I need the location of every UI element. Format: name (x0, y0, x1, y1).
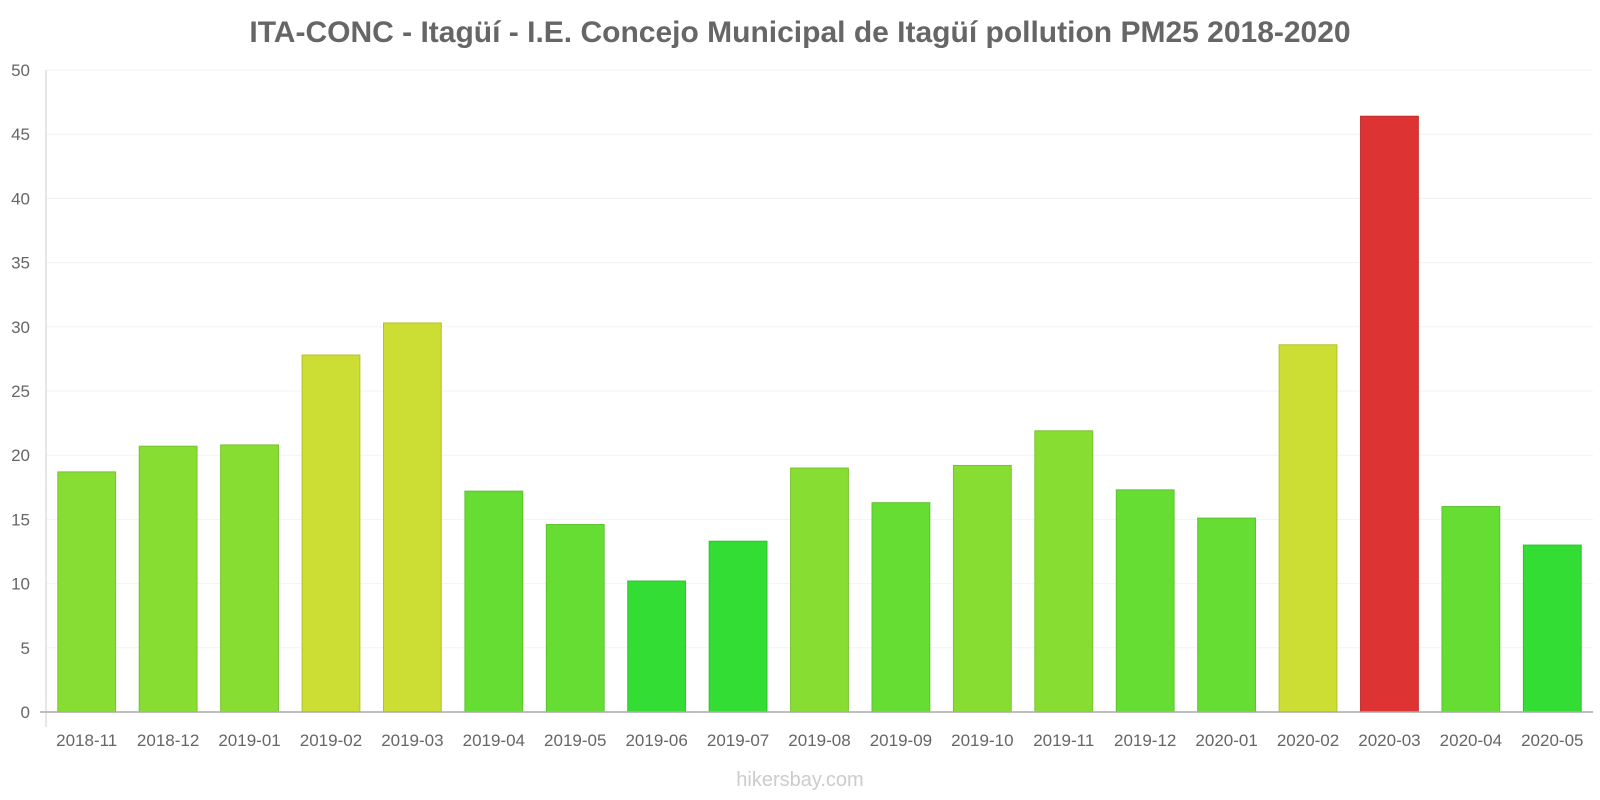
bar (952, 464, 1012, 713)
x-tick-label: 2019-09 (870, 731, 932, 750)
x-tick-label: 2020-01 (1195, 731, 1257, 750)
bar (708, 540, 768, 713)
x-tick-label: 2019-11 (1033, 731, 1094, 750)
bar (627, 580, 687, 713)
x-tick-label: 2020-02 (1277, 731, 1339, 750)
bar (1522, 544, 1582, 713)
x-tick-label: 2018-11 (56, 731, 117, 750)
bar (301, 354, 361, 713)
bar (871, 502, 931, 713)
y-tick-label: 35 (11, 254, 30, 273)
x-tick-label: 2019-02 (300, 731, 362, 750)
bar (790, 467, 849, 713)
bar (1115, 489, 1175, 713)
bar (382, 322, 442, 713)
bar (1360, 115, 1419, 713)
x-tick-label: 2019-01 (218, 731, 280, 750)
bar (1278, 344, 1338, 713)
x-tick-label: 2019-03 (381, 731, 443, 750)
bar (1034, 430, 1094, 713)
bar (1441, 506, 1501, 713)
y-tick-label: 45 (11, 125, 30, 144)
x-tick-label: 2020-03 (1358, 731, 1420, 750)
bar (220, 444, 279, 713)
chart-title: ITA-CONC - Itagüí - I.E. Concejo Municip… (249, 16, 1351, 49)
bar (1197, 517, 1257, 713)
y-tick-label: 50 (11, 61, 30, 80)
y-tick-label: 10 (11, 575, 30, 594)
y-tick-label: 5 (21, 639, 30, 658)
y-tick-label: 40 (11, 189, 30, 208)
bar (545, 524, 605, 713)
bar (464, 490, 524, 713)
x-tick-label: 2019-07 (707, 731, 769, 750)
y-tick-label: 20 (11, 446, 30, 465)
x-tick-label: 2019-12 (1114, 731, 1176, 750)
x-tick-label: 2019-04 (463, 731, 525, 750)
x-tick-label: 2018-12 (137, 731, 199, 750)
bars (57, 115, 1582, 713)
x-tick-label: 2020-04 (1440, 731, 1502, 750)
bar (138, 445, 198, 713)
x-tick-label: 2019-06 (625, 731, 687, 750)
x-tick-label: 2019-05 (544, 731, 606, 750)
watermark: hikersbay.com (736, 769, 864, 791)
y-tick-label: 25 (11, 382, 30, 401)
y-tick-label: 0 (21, 703, 30, 722)
x-tick-label: 2019-08 (788, 731, 850, 750)
x-tick-label: 2020-05 (1521, 731, 1583, 750)
axes (40, 70, 1593, 727)
y-tick-label: 15 (11, 510, 30, 529)
y-tick-label: 30 (11, 318, 30, 337)
bar (57, 471, 117, 713)
axis-labels: 0 5 10 15 20 25 30 35 40 45 50 2018-11 2018-12 2019-0… (11, 61, 1583, 750)
x-tick-label: 2019-10 (951, 731, 1013, 750)
